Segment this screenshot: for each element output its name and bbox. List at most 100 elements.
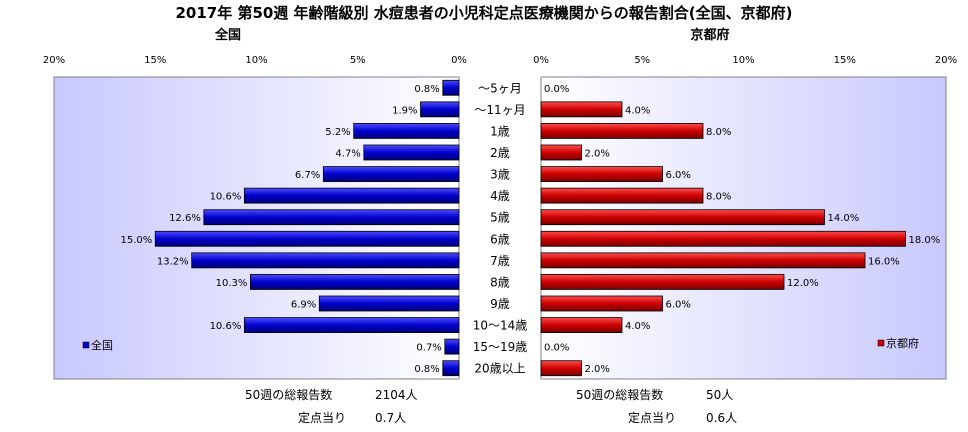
left-bar — [191, 252, 460, 269]
right-bar-value-label: 6.0% — [666, 300, 691, 311]
left-legend: 全国 — [82, 338, 113, 352]
left-bar — [203, 209, 460, 226]
right-bar-value-label: 16.0% — [868, 256, 900, 267]
left-bar-value-label: 10.6% — [210, 321, 242, 332]
left-axis-ticks: 20% 15% 10% 5% 0% — [43, 55, 467, 66]
right-bar — [540, 187, 704, 204]
left-bar-value-label: 5.2% — [325, 127, 350, 138]
left-plot-area — [53, 76, 460, 380]
left-total-value: 2104人 — [375, 388, 418, 402]
left-bar-value-label: 12.6% — [169, 213, 201, 224]
right-bar-value-label: 2.0% — [585, 364, 610, 375]
right-bar-value-label: 14.0% — [828, 213, 860, 224]
left-per-value: 0.7人 — [375, 411, 406, 425]
right-bars: 0.0% 4.0% 8.0% 2.0% 6.0% 8.0% 14.0% 18.0% 16.0% 1… — [540, 84, 941, 377]
category-label: 5歳 — [490, 211, 510, 225]
category-label: 3歳 — [490, 168, 510, 182]
left-bar — [318, 295, 460, 312]
right-bar-value-label: 12.0% — [787, 278, 819, 289]
right-bar-value-label: 4.0% — [625, 321, 650, 332]
right-legend-swatch — [877, 339, 885, 347]
right-plot-area — [540, 76, 947, 380]
left-bar — [442, 79, 460, 96]
left-bar — [363, 144, 460, 161]
left-bar-value-label: 13.2% — [157, 256, 189, 267]
category-label: 2歳 — [490, 146, 510, 160]
left-bar-value-label: 10.3% — [216, 278, 248, 289]
left-bar-value-label: 15.0% — [120, 235, 152, 246]
left-legend-label: 全国 — [91, 338, 113, 352]
right-bar — [540, 295, 663, 312]
right-bar — [540, 274, 785, 290]
left-bar — [243, 187, 460, 204]
category-label: ～11ヶ月 — [474, 103, 525, 117]
right-tick-label: 15% — [834, 55, 856, 66]
right-bar-value-label: 18.0% — [909, 235, 941, 246]
left-bar-value-label: 6.7% — [295, 170, 320, 181]
left-bar-value-label: 0.8% — [414, 84, 439, 95]
left-tick-label: 0% — [451, 55, 467, 66]
right-bar-value-label: 8.0% — [706, 127, 731, 138]
category-label: 20歳以上 — [474, 362, 525, 376]
left-bar — [322, 166, 460, 182]
left-legend-swatch — [82, 341, 90, 349]
right-panel-title: 京都府 — [690, 27, 729, 43]
left-tick-label: 20% — [43, 55, 65, 66]
left-bar — [442, 360, 460, 377]
left-tick-label: 5% — [350, 55, 366, 66]
left-bar-value-label: 10.6% — [210, 192, 242, 203]
right-bar-value-label: 6.0% — [666, 170, 691, 181]
right-bar-value-label: 4.0% — [625, 105, 650, 116]
right-bar-value-label: 8.0% — [706, 192, 731, 203]
left-bar — [444, 338, 460, 355]
chart-title: 2017年 第50週 年齢階級別 水痘患者の小児科定点医療機関からの報告割合(全… — [175, 4, 792, 22]
right-bar — [540, 317, 623, 333]
right-bar — [540, 123, 704, 139]
category-label: 8歳 — [490, 275, 510, 289]
right-bar-value-label: 0.0% — [544, 343, 569, 354]
right-tick-label: 5% — [634, 55, 650, 66]
right-bar — [540, 252, 866, 269]
right-bar-value-label: 0.0% — [544, 84, 569, 95]
right-bar — [540, 166, 663, 182]
left-bar-value-label: 1.9% — [392, 105, 417, 116]
left-bar — [154, 230, 460, 247]
right-bar — [540, 144, 582, 161]
category-label: ～5ヶ月 — [478, 81, 522, 95]
right-tick-label: 20% — [935, 55, 957, 66]
category-label: 10～14歳 — [473, 319, 528, 333]
right-bar — [540, 230, 906, 247]
left-bar-value-label: 0.7% — [416, 343, 441, 354]
left-bar-value-label: 4.7% — [335, 149, 360, 160]
right-tick-label: 0% — [533, 55, 549, 66]
left-bar — [243, 317, 460, 333]
category-label: 15～19歳 — [473, 340, 528, 354]
left-bar-value-label: 0.8% — [414, 364, 439, 375]
left-tick-label: 10% — [245, 55, 267, 66]
right-per-label: 定点当り — [628, 410, 676, 425]
category-label: 9歳 — [490, 297, 510, 311]
left-bar — [420, 101, 460, 118]
right-legend-label: 京都府 — [886, 336, 919, 350]
left-panel-title: 全国 — [214, 27, 241, 43]
left-bar — [353, 123, 460, 139]
right-bar-value-label: 2.0% — [585, 149, 610, 160]
right-total-value: 50人 — [706, 388, 733, 402]
left-bars: 0.8% 1.9% 5.2% 4.7% 6.7% 10.6% 12.6% 15.0% 13.2%… — [120, 79, 460, 377]
left-per-label: 定点当り — [298, 410, 346, 425]
right-bar — [540, 360, 582, 377]
right-tick-label: 10% — [732, 55, 754, 66]
right-bar — [540, 101, 623, 118]
category-label: 1歳 — [490, 124, 510, 138]
right-total-label: 50週の総報告数 — [576, 387, 663, 402]
category-label: 4歳 — [490, 189, 510, 203]
left-bar-value-label: 6.9% — [291, 300, 316, 311]
category-label: 6歳 — [490, 232, 510, 246]
left-tick-label: 15% — [144, 55, 166, 66]
right-per-value: 0.6人 — [706, 411, 737, 425]
category-labels: ～5ヶ月 ～11ヶ月 1歳 2歳 3歳 4歳 5歳 6歳 7歳 8歳 9歳 10～14歳 15～19歳 2… — [473, 81, 528, 375]
right-bar — [540, 209, 825, 226]
right-legend: 京都府 — [877, 336, 919, 350]
left-bar — [250, 274, 460, 290]
